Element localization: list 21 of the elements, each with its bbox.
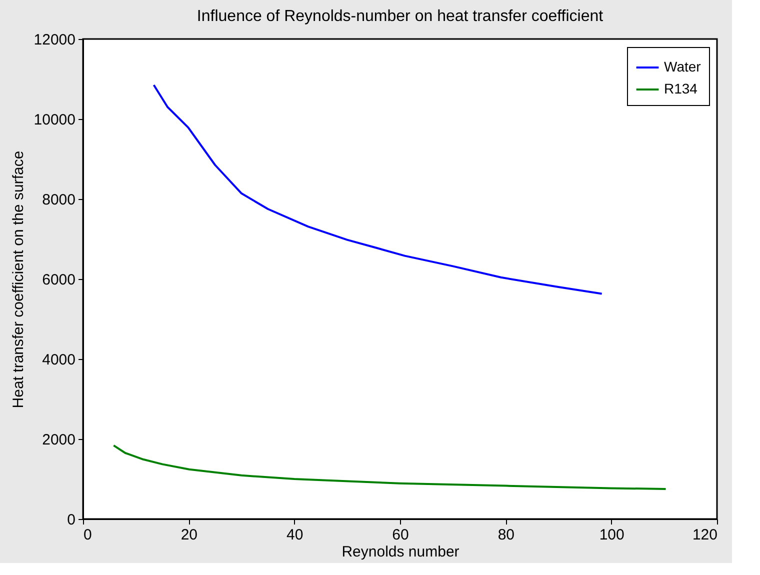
x-tick-label: 0 xyxy=(84,526,92,544)
y-tick-label: 0 xyxy=(67,512,76,528)
legend-label: Water xyxy=(664,58,702,74)
line-series xyxy=(152,84,603,295)
y-tick-label: 12000 xyxy=(34,32,76,48)
chart-title: Influence of Reynolds-number on heat transfer coefficient xyxy=(196,8,604,25)
y-tick-label: 4000 xyxy=(42,352,76,368)
x-axis-title: Reynolds number xyxy=(342,544,460,560)
y-axis-title: Heat transfer coefficient on the surface xyxy=(10,150,27,408)
x-tick-label: 40 xyxy=(286,526,304,544)
x-tick-label: 80 xyxy=(498,526,515,544)
x-tick-label: 60 xyxy=(392,526,409,544)
line-series xyxy=(112,444,667,490)
y-tick-label: 2000 xyxy=(42,432,76,448)
x-tick-label: 100 xyxy=(599,526,624,544)
legend-label: R134 xyxy=(664,80,698,96)
y-tick-label: 6000 xyxy=(42,272,76,288)
x-tick-label: 20 xyxy=(180,526,198,544)
x-tick-label: 120 xyxy=(692,526,718,544)
y-tick-label: 10000 xyxy=(34,112,76,128)
y-tick-label: 8000 xyxy=(42,192,76,208)
